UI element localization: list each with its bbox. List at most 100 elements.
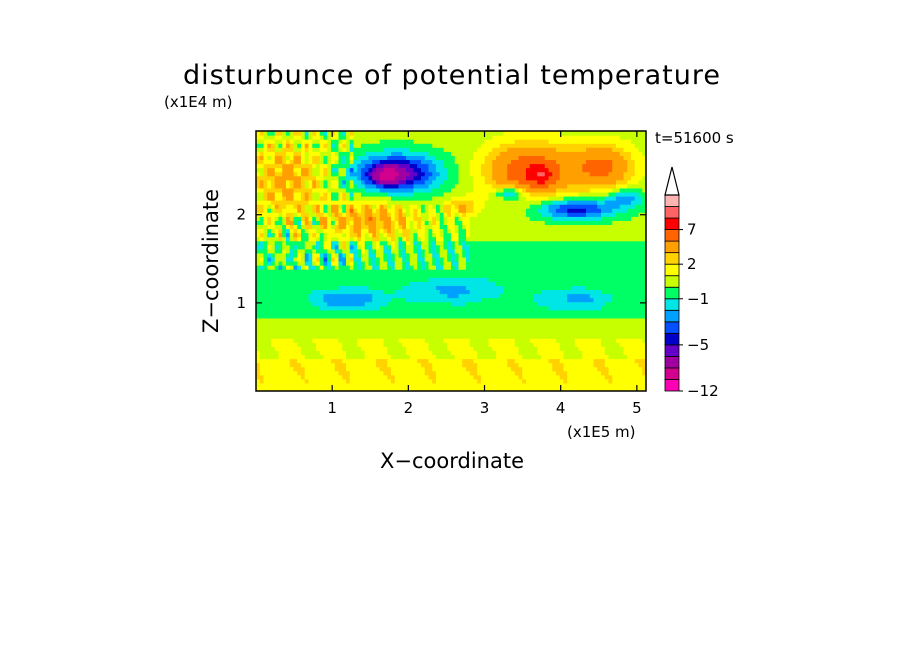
heatmap-cell bbox=[421, 305, 426, 311]
heatmap-cell bbox=[301, 248, 306, 254]
heatmap-cell bbox=[417, 269, 422, 274]
heatmap-cell bbox=[462, 305, 467, 311]
heatmap-cell bbox=[473, 196, 478, 201]
heatmap-cell bbox=[391, 313, 396, 319]
heatmap-cell bbox=[353, 191, 358, 197]
heatmap-cell bbox=[256, 346, 261, 351]
heatmap-cell bbox=[469, 151, 475, 156]
heatmap-cell bbox=[451, 281, 456, 286]
heatmap-cell bbox=[338, 155, 343, 161]
heatmap-cell bbox=[301, 273, 306, 278]
heatmap-cell bbox=[357, 155, 362, 161]
heatmap-cell bbox=[496, 330, 501, 335]
heatmap-cell bbox=[443, 297, 448, 303]
heatmap-cell bbox=[312, 301, 317, 307]
heatmap-cell bbox=[349, 281, 355, 286]
heatmap-cell bbox=[417, 342, 422, 347]
heatmap-cell bbox=[424, 334, 430, 339]
heatmap-cell bbox=[402, 293, 407, 299]
heatmap-cell bbox=[522, 244, 527, 250]
heatmap-cell bbox=[379, 326, 385, 331]
heatmap-cell bbox=[439, 147, 445, 152]
heatmap-cell bbox=[387, 281, 392, 286]
heatmap-cell bbox=[278, 321, 283, 327]
heatmap-cell bbox=[458, 293, 463, 299]
heatmap-cell bbox=[436, 151, 441, 156]
heatmap-cell bbox=[263, 256, 268, 262]
heatmap-cell bbox=[466, 358, 471, 364]
heatmap-cell bbox=[364, 265, 370, 270]
heatmap-cell bbox=[481, 200, 486, 205]
heatmap-cell bbox=[327, 143, 332, 148]
heatmap-cell bbox=[421, 147, 426, 152]
heatmap-cell bbox=[477, 313, 482, 319]
heatmap-cell bbox=[443, 313, 448, 319]
heatmap-cell bbox=[541, 293, 546, 299]
heatmap-cell bbox=[402, 273, 407, 278]
heatmap-cell bbox=[406, 143, 411, 148]
heatmap-cell bbox=[331, 139, 336, 144]
heatmap-cell bbox=[511, 248, 516, 254]
heatmap-cell bbox=[481, 151, 486, 156]
heatmap-cell bbox=[383, 208, 388, 213]
heatmap-cell bbox=[443, 208, 448, 213]
heatmap-cell bbox=[488, 362, 493, 368]
heatmap-cell bbox=[282, 220, 287, 226]
heatmap-cell bbox=[484, 143, 490, 148]
heatmap-cell bbox=[541, 236, 546, 242]
heatmap-cell bbox=[529, 317, 535, 323]
heatmap-cell bbox=[484, 265, 490, 270]
heatmap-cell bbox=[492, 370, 497, 376]
heatmap-cell bbox=[518, 187, 523, 193]
heatmap-cell bbox=[383, 362, 388, 368]
heatmap-cell bbox=[462, 187, 467, 193]
heatmap-cell bbox=[458, 277, 463, 282]
heatmap-cell bbox=[439, 135, 445, 140]
heatmap-cell bbox=[492, 147, 497, 152]
heatmap-cell bbox=[364, 139, 370, 144]
heatmap-cell bbox=[364, 269, 370, 274]
heatmap-cell bbox=[334, 208, 340, 213]
heatmap-cell bbox=[349, 366, 355, 372]
heatmap-cell bbox=[368, 187, 373, 193]
heatmap-cell bbox=[376, 183, 381, 189]
heatmap-cell bbox=[327, 171, 332, 177]
heatmap-cell bbox=[417, 281, 422, 286]
heatmap-cell bbox=[454, 317, 460, 323]
heatmap-cell bbox=[413, 183, 418, 189]
heatmap-cell bbox=[458, 216, 463, 221]
heatmap-cell bbox=[496, 236, 501, 242]
heatmap-cell bbox=[327, 346, 332, 351]
heatmap-cell bbox=[274, 151, 280, 156]
heatmap-cell bbox=[282, 163, 287, 169]
heatmap-cell bbox=[346, 382, 351, 388]
heatmap-cell bbox=[271, 224, 276, 230]
heatmap-cell bbox=[514, 179, 520, 185]
heatmap-cell bbox=[432, 317, 437, 323]
heatmap-cell bbox=[409, 191, 415, 197]
heatmap-cell bbox=[383, 370, 388, 376]
heatmap-cell bbox=[301, 147, 306, 152]
heatmap-cell bbox=[383, 187, 388, 193]
heatmap-cell bbox=[436, 220, 441, 226]
heatmap-cell bbox=[297, 317, 302, 323]
heatmap-cell bbox=[379, 208, 385, 213]
heatmap-cell bbox=[379, 167, 385, 173]
heatmap-cell bbox=[379, 293, 385, 299]
heatmap-cell bbox=[484, 131, 490, 136]
heatmap-cell bbox=[349, 317, 355, 323]
heatmap-cell bbox=[473, 281, 478, 286]
heatmap-cell bbox=[526, 334, 531, 339]
heatmap-cell bbox=[342, 175, 347, 181]
heatmap-cell bbox=[293, 252, 298, 258]
heatmap-cell bbox=[383, 342, 388, 347]
heatmap-cell bbox=[492, 204, 497, 209]
heatmap-cell bbox=[406, 167, 411, 173]
heatmap-cell bbox=[394, 224, 400, 230]
heatmap-cell bbox=[402, 175, 407, 181]
heatmap-cell bbox=[376, 131, 381, 136]
heatmap-cell bbox=[421, 191, 426, 197]
heatmap-cell bbox=[473, 285, 478, 291]
heatmap-cell bbox=[544, 378, 550, 384]
heatmap-cell bbox=[391, 350, 396, 356]
